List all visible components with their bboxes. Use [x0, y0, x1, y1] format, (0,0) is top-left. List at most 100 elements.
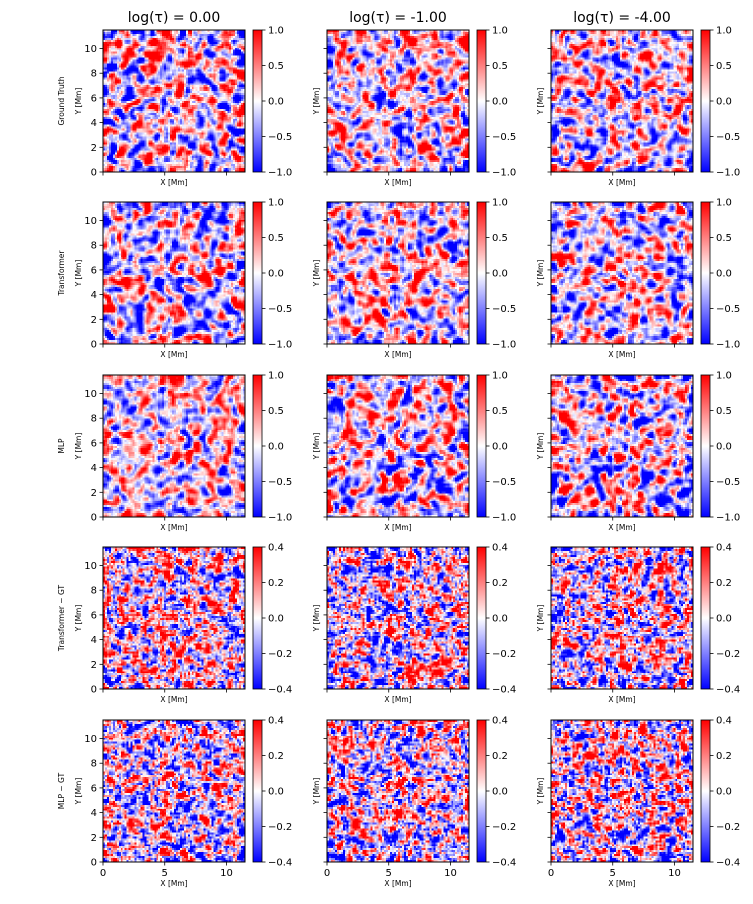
x-axis-label: X [Mm]: [160, 350, 187, 359]
colorbar: [700, 546, 711, 690]
colorbar-tick-label: 0.0: [716, 97, 732, 108]
colorbar-tick-label: −0.5: [716, 132, 740, 143]
heatmap-layer: [103, 30, 693, 862]
colorbar: [476, 201, 487, 345]
x-axis-label: X [Mm]: [384, 178, 411, 187]
colorbar-tick-label: −1.0: [268, 168, 292, 179]
heatmap-image: [103, 375, 245, 517]
colorbar-tick-label: 1.0: [268, 371, 284, 382]
colorbar-tick-label: −1.0: [716, 513, 740, 524]
column-title: log(τ) = -1.00: [349, 10, 447, 26]
y-axis-label: Y [Mm]: [74, 433, 83, 461]
axes-frame: [102, 29, 246, 173]
axes-frame: [102, 546, 246, 690]
y-tick-label: 0: [91, 513, 97, 524]
y-tick-label: 4: [91, 290, 97, 301]
colorbar: [700, 201, 711, 345]
colorbar-tick-label: −0.5: [268, 477, 292, 488]
y-axis-label: Y [Mm]: [74, 88, 83, 116]
y-tick-label: 4: [91, 118, 97, 129]
heatmap-image: [551, 375, 693, 517]
colorbar-tick-label: 0.2: [492, 751, 508, 762]
colorbar: [252, 374, 263, 518]
y-tick-label: 8: [91, 759, 97, 770]
colorbar-tick-label: 0.4: [492, 543, 508, 554]
colorbar-tick-label: 0.0: [716, 787, 732, 798]
colorbar-tick-label: 1.0: [492, 371, 508, 382]
row-label: Ground Truth: [57, 76, 66, 125]
y-tick-label: 2: [91, 660, 97, 671]
heatmap-panel: 0 2 4 6 8 10 X [Mm] Y [Mm] 1.0 0.5 0.0 −0.5 −1.0: [74, 371, 292, 533]
heatmap-image: [103, 720, 245, 862]
colorbar-tick-label: −0.2: [492, 649, 516, 660]
colorbar: [252, 719, 263, 863]
axes-frame: [102, 719, 246, 863]
heatmap-image: [551, 202, 693, 344]
colorbar: [700, 374, 711, 518]
colorbar-tick-label: 0.0: [268, 269, 284, 280]
colorbar-tick-label: −0.4: [492, 858, 516, 869]
colorbar-tick-label: −0.5: [716, 304, 740, 315]
x-axis-label: X [Mm]: [160, 178, 187, 187]
colorbar-tick-label: 0.0: [268, 787, 284, 798]
heatmap-panel: X [Mm] Y [Mm] 0.4 0.2 0.0 −0.2 −0.4: [536, 543, 740, 705]
colorbar-tick-label: 0.2: [716, 578, 732, 589]
colorbar-tick-label: −1.0: [716, 168, 740, 179]
axes-layer: log(τ) = 0.00 log(τ) = -1.00 log(τ) = -4.0…: [57, 10, 740, 888]
colorbar-tick-label: −1.0: [268, 340, 292, 351]
colorbar-tick-label: 1.0: [716, 26, 732, 37]
colorbar-tick-label: 0.5: [716, 406, 732, 417]
y-tick-label: 0: [91, 858, 97, 869]
heatmap-panel: 0 5 10 X [Mm] Y [Mm] 0.4 0.2 0.0 −0.2 −0.4: [312, 716, 516, 889]
y-tick-label: 0: [91, 340, 97, 351]
colorbar-tick-label: −0.4: [716, 858, 740, 869]
x-axis-label: X [Mm]: [384, 350, 411, 359]
colorbar-tick-label: 0.2: [268, 578, 284, 589]
colorbar-tick-label: −0.5: [268, 132, 292, 143]
heatmap-panel: X [Mm] Y [Mm] 0.4 0.2 0.0 −0.2 −0.4: [312, 543, 516, 705]
axes-frame: [550, 546, 694, 690]
x-axis-label: X [Mm]: [384, 695, 411, 704]
x-axis-label: X [Mm]: [384, 523, 411, 532]
colorbar-tick-label: −0.2: [716, 822, 740, 833]
axes-frame: [102, 201, 246, 345]
colorbar: [476, 719, 487, 863]
colorbar: [476, 546, 487, 690]
x-tick-label: 10: [668, 868, 681, 879]
heatmap-panel: 0 2 4 6 8 10 X [Mm] Y [Mm] 1.0 0.5 0.0 −0.5 −1.0: [74, 26, 292, 188]
y-tick-label: 6: [91, 438, 97, 449]
heatmap-panel: 0 2 4 6 8 10 X [Mm] Y [Mm] 1.0 0.5 0.0 −0.5 −1.0: [74, 198, 292, 360]
axes-frame: [326, 546, 470, 690]
colorbar-tick-label: 1.0: [716, 371, 732, 382]
colorbar-tick-label: 0.0: [716, 442, 732, 453]
heatmap-image: [551, 720, 693, 862]
colorbar-tick-label: 1.0: [268, 26, 284, 37]
x-tick-label: 5: [386, 868, 392, 879]
row-label: MLP − GT: [57, 772, 66, 809]
heatmap-image: [103, 30, 245, 172]
x-axis-label: X [Mm]: [608, 350, 635, 359]
colorbar-tick-label: 0.0: [492, 97, 508, 108]
row-label: MLP: [57, 438, 66, 454]
y-tick-label: 10: [84, 216, 97, 227]
colorbar-tick-label: 0.4: [716, 543, 732, 554]
y-tick-label: 6: [91, 265, 97, 276]
colorbar-tick-label: −1.0: [492, 513, 516, 524]
heatmap-image: [103, 547, 245, 689]
colorbar: [252, 29, 263, 173]
colorbar-tick-label: −0.5: [492, 132, 516, 143]
axes-frame: [550, 29, 694, 173]
y-tick-label: 8: [91, 414, 97, 425]
colorbar-tick-label: 1.0: [268, 198, 284, 209]
colorbar-tick-label: 0.5: [492, 61, 508, 72]
y-tick-label: 10: [84, 389, 97, 400]
colorbar-tick-label: 0.0: [716, 269, 732, 280]
colorbar-tick-label: 0.5: [492, 406, 508, 417]
colorbar-tick-label: −0.5: [492, 304, 516, 315]
colorbar-tick-label: 0.5: [268, 233, 284, 244]
y-tick-label: 8: [91, 241, 97, 252]
heatmap-panel: X [Mm] Y [Mm] 1.0 0.5 0.0 −0.5 −1.0: [312, 198, 516, 360]
colorbar-tick-label: −0.4: [716, 685, 740, 696]
x-axis-label: X [Mm]: [384, 879, 411, 888]
colorbar-tick-label: 0.0: [716, 614, 732, 625]
